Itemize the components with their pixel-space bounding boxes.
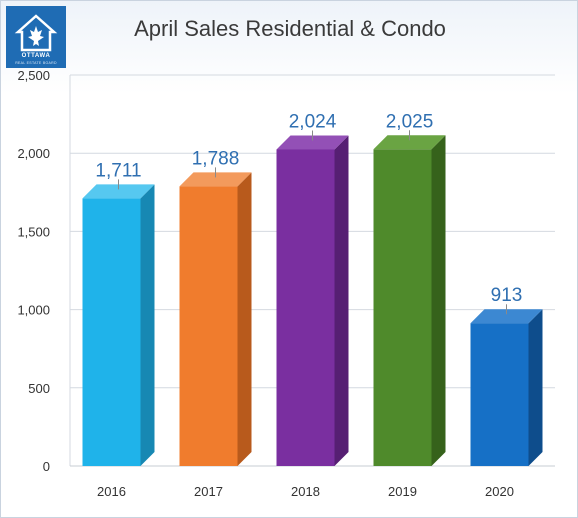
y-tick-label: 1,000: [17, 303, 50, 318]
bar-side: [528, 309, 543, 466]
data-label: 1,788: [192, 148, 240, 169]
bar: [470, 323, 529, 466]
data-label: 2,025: [386, 111, 434, 132]
y-tick-label: 2,500: [17, 68, 50, 83]
x-tick-label: 2018: [291, 484, 320, 499]
x-tick-label: 2017: [194, 484, 223, 499]
data-label: 1,711: [95, 160, 141, 181]
bar-side: [431, 135, 446, 467]
bar: [276, 149, 335, 466]
y-tick-label: 500: [28, 381, 50, 396]
ottawa-real-estate-board-logo: OTTAWA REAL ESTATE BOARD: [6, 6, 66, 68]
bar-top: [276, 135, 349, 150]
bar-side: [140, 184, 155, 466]
bar-side: [334, 135, 349, 466]
bar-top: [82, 184, 155, 199]
chart-title: April Sales Residential & Condo: [134, 16, 446, 41]
data-label: 913: [491, 285, 523, 306]
y-tick-label: 1,500: [17, 224, 50, 239]
x-tick-label: 2019: [388, 484, 417, 499]
bar: [82, 198, 141, 466]
logo-text: OTTAWA: [21, 53, 51, 59]
x-tick-label: 2016: [97, 484, 126, 499]
x-tick-label: 2020: [485, 484, 514, 499]
y-tick-label: 0: [43, 459, 50, 474]
house-maple-leaf-icon: [14, 14, 58, 52]
bar: [373, 149, 432, 467]
y-tick-label: 2,000: [17, 146, 50, 161]
bar-top: [179, 172, 252, 187]
bar-top: [373, 135, 446, 150]
bar: [179, 186, 238, 466]
bar-side: [237, 172, 252, 466]
logo-subtext: REAL ESTATE BOARD: [15, 61, 57, 65]
bar-top: [470, 309, 543, 324]
data-label: 2,024: [289, 111, 337, 132]
